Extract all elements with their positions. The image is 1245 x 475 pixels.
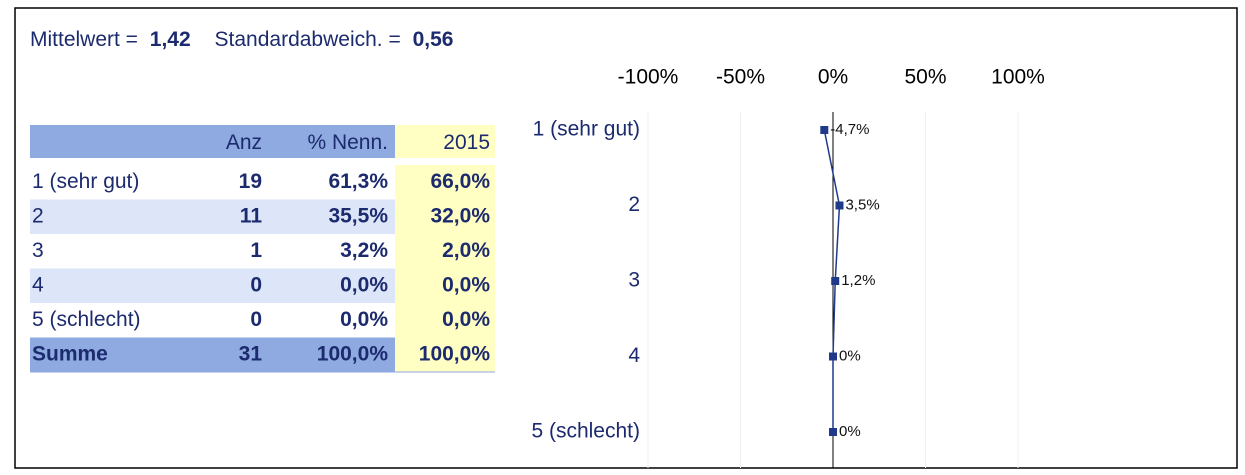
cell: 0,0%: [340, 308, 388, 331]
cell-yellow: [395, 165, 495, 200]
cell: 66,0%: [430, 170, 490, 193]
column-header: % Nenn.: [307, 131, 388, 154]
point: [820, 126, 829, 134]
category-label: 2: [628, 193, 640, 216]
value-label: 0%: [839, 423, 861, 440]
mean-value: 1,42: [150, 28, 191, 51]
table-header-yellow: [395, 125, 495, 158]
point: [831, 277, 840, 285]
x-tick-label: 0%: [818, 66, 848, 89]
cell: 0: [250, 308, 262, 331]
sd-value: 0,56: [413, 28, 454, 51]
value-label: 0%: [839, 347, 861, 364]
cell: 0,0%: [442, 273, 490, 296]
category-label: 5 (schlecht): [531, 420, 640, 443]
category-label: 3: [628, 269, 640, 292]
row-label: 5 (schlecht): [32, 308, 141, 331]
cell: 19: [239, 170, 262, 193]
summary: Mittelwert = 1,42 Standardabweich. = 0,5…: [30, 28, 453, 51]
row-label: 3: [32, 239, 44, 262]
point: [829, 428, 837, 436]
x-tick-label: 50%: [904, 66, 946, 89]
cell: 100,0%: [419, 342, 491, 365]
cell: 31: [239, 342, 263, 365]
x-tick-label: -50%: [716, 66, 765, 89]
cell: 0,0%: [340, 273, 388, 296]
value-label: 3,5%: [845, 196, 879, 213]
cell: 1: [250, 239, 262, 262]
x-tick-label: 100%: [991, 66, 1045, 89]
cell-yellow: [395, 303, 495, 338]
point: [829, 352, 837, 361]
cell-yellow: [395, 199, 495, 234]
cell: 32,0%: [430, 204, 490, 227]
cell: 0,0%: [442, 308, 490, 331]
row-label: Summe: [32, 342, 108, 365]
cell: 35,5%: [328, 204, 388, 227]
cell: 11: [240, 204, 263, 227]
cell: 61,3%: [328, 170, 388, 193]
column-header: Anz: [226, 131, 262, 154]
x-tick-label: -100%: [618, 66, 679, 89]
cell: 2,0%: [442, 239, 490, 262]
row-label: 4: [32, 273, 44, 296]
category-label: 1 (sehr gut): [533, 118, 640, 141]
cell: 100,0%: [317, 342, 389, 365]
cell-yellow: [395, 234, 495, 269]
row-label: 2: [32, 204, 44, 227]
mean-label: Mittelwert =: [30, 28, 138, 51]
cell-yellow: [395, 337, 495, 372]
category-label: 4: [628, 344, 640, 367]
cell-yellow: [395, 268, 495, 303]
value-label: 1,2%: [841, 272, 875, 289]
cell: 3,2%: [340, 239, 388, 262]
value-label: -4,7%: [830, 121, 869, 138]
sd-label: Standardabweich. =: [215, 28, 401, 51]
cell: 0: [250, 273, 262, 296]
row-label: 1 (sehr gut): [32, 170, 139, 193]
frame: [14, 7, 1238, 469]
column-header: 2015: [443, 131, 490, 154]
point: [835, 201, 844, 210]
